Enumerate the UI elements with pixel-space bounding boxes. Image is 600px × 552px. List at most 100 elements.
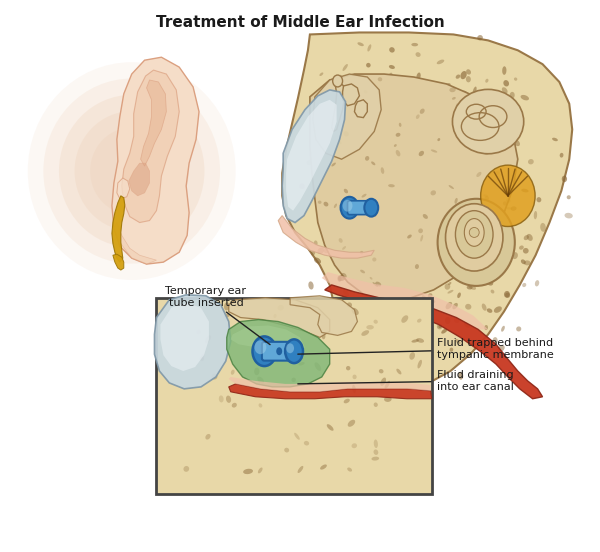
Ellipse shape (372, 257, 376, 262)
Ellipse shape (415, 264, 419, 269)
Ellipse shape (524, 261, 530, 266)
Ellipse shape (371, 161, 376, 165)
Ellipse shape (449, 348, 453, 352)
Ellipse shape (342, 246, 346, 250)
Ellipse shape (308, 282, 314, 290)
Ellipse shape (417, 319, 422, 322)
Ellipse shape (420, 109, 425, 114)
Ellipse shape (236, 304, 240, 307)
Ellipse shape (458, 135, 461, 139)
Ellipse shape (419, 151, 424, 156)
Ellipse shape (473, 87, 476, 95)
Ellipse shape (407, 235, 412, 238)
Ellipse shape (90, 128, 173, 215)
Ellipse shape (397, 369, 401, 374)
Ellipse shape (397, 284, 401, 288)
Ellipse shape (505, 293, 510, 298)
Ellipse shape (454, 88, 459, 95)
Ellipse shape (464, 219, 484, 246)
Ellipse shape (385, 381, 390, 389)
Ellipse shape (479, 132, 484, 137)
Ellipse shape (406, 297, 411, 301)
Ellipse shape (364, 177, 368, 182)
Ellipse shape (374, 439, 378, 448)
Ellipse shape (506, 207, 512, 210)
Ellipse shape (382, 136, 389, 141)
Ellipse shape (491, 290, 494, 294)
Ellipse shape (485, 196, 489, 201)
Ellipse shape (391, 352, 395, 356)
Ellipse shape (521, 95, 529, 100)
Ellipse shape (416, 72, 421, 81)
Ellipse shape (307, 160, 313, 165)
FancyBboxPatch shape (347, 201, 373, 215)
Ellipse shape (331, 163, 336, 167)
Ellipse shape (360, 288, 366, 293)
Ellipse shape (449, 185, 454, 189)
Ellipse shape (285, 339, 303, 363)
Ellipse shape (395, 109, 402, 117)
Ellipse shape (523, 248, 529, 253)
Ellipse shape (445, 283, 450, 290)
Polygon shape (112, 57, 199, 264)
Ellipse shape (361, 91, 365, 95)
Ellipse shape (352, 132, 357, 141)
Ellipse shape (431, 150, 437, 152)
Ellipse shape (485, 153, 491, 158)
Ellipse shape (364, 90, 367, 93)
Ellipse shape (340, 245, 349, 250)
Ellipse shape (371, 174, 375, 178)
Ellipse shape (455, 75, 460, 79)
Ellipse shape (484, 194, 488, 197)
Polygon shape (282, 90, 346, 222)
Ellipse shape (493, 337, 497, 344)
Ellipse shape (468, 284, 476, 290)
Ellipse shape (405, 88, 409, 92)
Ellipse shape (376, 282, 381, 286)
Ellipse shape (59, 95, 205, 247)
Ellipse shape (299, 183, 305, 189)
Ellipse shape (418, 229, 423, 233)
Ellipse shape (341, 241, 345, 246)
Ellipse shape (411, 303, 417, 310)
Polygon shape (154, 295, 231, 389)
Polygon shape (290, 296, 358, 336)
Ellipse shape (527, 234, 533, 241)
Ellipse shape (371, 457, 379, 460)
Ellipse shape (352, 385, 356, 393)
Ellipse shape (388, 73, 392, 81)
Ellipse shape (325, 146, 330, 151)
Ellipse shape (301, 297, 308, 301)
Ellipse shape (367, 325, 374, 330)
Ellipse shape (478, 232, 482, 235)
Ellipse shape (494, 209, 497, 213)
Ellipse shape (484, 325, 488, 330)
Ellipse shape (347, 178, 351, 184)
Ellipse shape (534, 211, 537, 219)
Ellipse shape (254, 368, 259, 375)
Ellipse shape (347, 344, 352, 349)
Ellipse shape (511, 114, 516, 119)
Ellipse shape (516, 326, 521, 331)
Ellipse shape (351, 110, 356, 114)
Ellipse shape (487, 228, 493, 232)
Ellipse shape (184, 466, 189, 472)
Ellipse shape (370, 311, 376, 316)
Ellipse shape (359, 263, 366, 269)
Ellipse shape (428, 293, 433, 298)
Ellipse shape (446, 302, 452, 309)
Ellipse shape (374, 320, 378, 324)
Text: Temporary ear
tube inserted: Temporary ear tube inserted (166, 286, 270, 344)
Ellipse shape (481, 280, 484, 284)
Ellipse shape (519, 246, 524, 250)
FancyBboxPatch shape (262, 342, 296, 360)
Ellipse shape (292, 378, 296, 382)
Ellipse shape (506, 198, 511, 203)
Ellipse shape (497, 255, 503, 262)
Ellipse shape (401, 315, 408, 323)
Ellipse shape (503, 108, 508, 112)
Ellipse shape (410, 293, 418, 296)
Ellipse shape (422, 85, 426, 93)
Ellipse shape (336, 138, 344, 144)
Ellipse shape (509, 92, 515, 99)
